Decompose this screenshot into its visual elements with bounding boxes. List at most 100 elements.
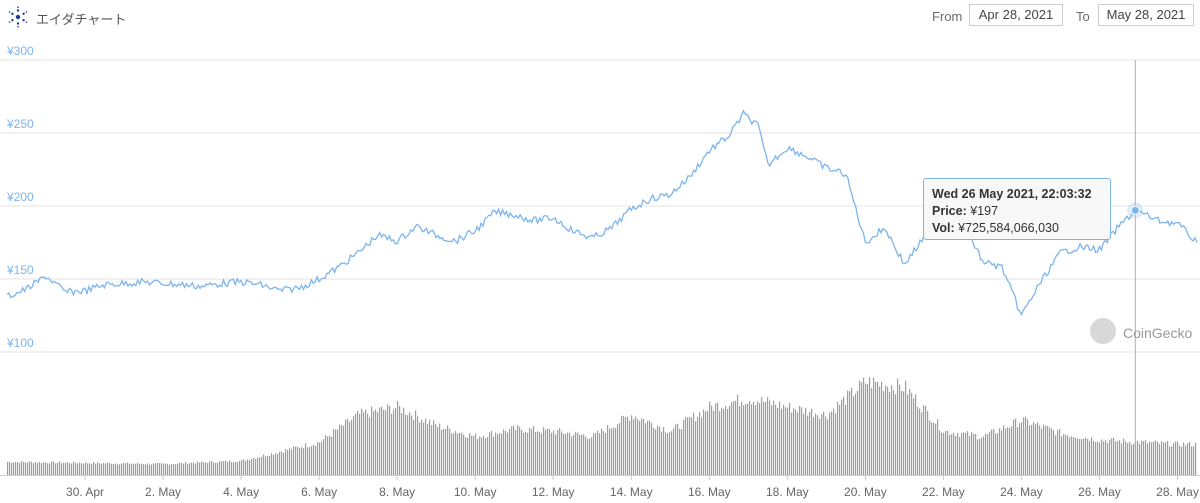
volume-bar: [1057, 429, 1059, 475]
volume-bar: [25, 462, 27, 475]
volume-bar: [207, 463, 209, 475]
volume-bar: [793, 408, 795, 475]
volume-bar: [755, 405, 757, 475]
volume-bar: [825, 416, 827, 475]
from-date-input[interactable]: Apr 28, 2021: [969, 4, 1063, 26]
volume-bar: [39, 461, 41, 475]
volume-bar: [495, 432, 497, 475]
volume-bar: [571, 436, 573, 475]
volume-bar: [271, 453, 273, 475]
volume-bar: [857, 390, 859, 475]
volume-bar: [475, 433, 477, 475]
volume-bar: [75, 462, 77, 475]
volume-bar: [901, 390, 903, 475]
volume-bar: [1087, 438, 1089, 475]
volume-bar: [887, 386, 889, 475]
volume-bar: [1149, 441, 1151, 475]
volume-bar: [203, 462, 205, 475]
volume-bar: [461, 432, 463, 475]
volume-bar: [985, 433, 987, 475]
volume-bar: [429, 419, 431, 475]
volume-bar: [419, 422, 421, 475]
volume-bar: [613, 427, 615, 475]
volume-bar: [929, 420, 931, 475]
volume-bar: [955, 435, 957, 475]
volume-bar: [361, 408, 363, 475]
volume-bar: [473, 435, 475, 475]
volume-bar: [313, 444, 315, 475]
volume-bar: [339, 424, 341, 475]
volume-bar: [355, 413, 357, 475]
volume-bar: [269, 456, 271, 475]
volume-bar: [371, 406, 373, 475]
volume-bar: [283, 452, 285, 475]
volume-bar: [381, 406, 383, 475]
volume-bar: [367, 413, 369, 475]
volume-bar: [17, 461, 19, 475]
volume-bar: [177, 463, 179, 475]
volume-bar: [507, 432, 509, 475]
volume-bar: [525, 432, 527, 475]
volume-bar: [425, 418, 427, 475]
volume-bar: [555, 434, 557, 475]
volume-bar: [153, 463, 155, 475]
volume-bar: [927, 410, 929, 475]
volume-bar: [745, 404, 747, 475]
volume-bar: [915, 394, 917, 475]
x-tick-label: 4. May: [223, 485, 259, 499]
volume-bar: [999, 428, 1001, 475]
volume-bar: [41, 463, 43, 475]
x-tick-label: 6. May: [301, 485, 337, 499]
volume-bar: [295, 446, 297, 475]
volume-bar: [535, 431, 537, 475]
volume-bar: [957, 433, 959, 475]
volume-bar: [125, 463, 127, 475]
volume-bar: [315, 445, 317, 475]
volume-bar: [1085, 437, 1087, 475]
volume-bar: [161, 463, 163, 475]
volume-bar: [799, 405, 801, 475]
volume-bar: [913, 398, 915, 475]
volume-bar: [517, 425, 519, 475]
volume-bar: [389, 405, 391, 475]
volume-bar: [487, 437, 489, 475]
volume-bar: [183, 463, 185, 475]
volume-bar: [895, 394, 897, 475]
volume-bar: [671, 431, 673, 475]
volume-bar: [847, 390, 849, 475]
volume-bar: [255, 458, 257, 475]
volume-bar: [667, 433, 669, 475]
volume-bar: [443, 428, 445, 475]
volume-bar: [221, 461, 223, 475]
volume-bar: [107, 462, 109, 475]
volume-bar: [611, 428, 613, 475]
volume-bar: [291, 449, 293, 475]
volume-bar: [1009, 427, 1011, 475]
volume-bar: [981, 437, 983, 475]
volume-bar: [693, 412, 695, 475]
volume-bar: [953, 432, 955, 475]
volume-bar: [489, 432, 491, 475]
volume-bar: [749, 400, 751, 475]
volume-bar: [405, 414, 407, 475]
volume-bar: [719, 411, 721, 475]
volume-bar: [959, 436, 961, 475]
volume-bar: [533, 426, 535, 475]
volume-bar: [433, 420, 435, 475]
volume-bar: [467, 437, 469, 475]
volume-bar: [223, 461, 225, 475]
volume-bar: [849, 391, 851, 475]
volume-bar: [1187, 443, 1189, 475]
volume-bar: [401, 413, 403, 475]
volume-bar: [879, 386, 881, 475]
volume-bar: [797, 412, 799, 475]
volume-bar: [651, 423, 653, 475]
volume-bar: [807, 415, 809, 475]
volume-bar: [941, 432, 943, 475]
volume-bar: [219, 461, 221, 475]
volume-bar: [441, 429, 443, 475]
volume-bar: [281, 451, 283, 475]
to-date-input[interactable]: May 28, 2021: [1098, 4, 1194, 26]
y-tick-label: ¥200: [6, 190, 34, 204]
